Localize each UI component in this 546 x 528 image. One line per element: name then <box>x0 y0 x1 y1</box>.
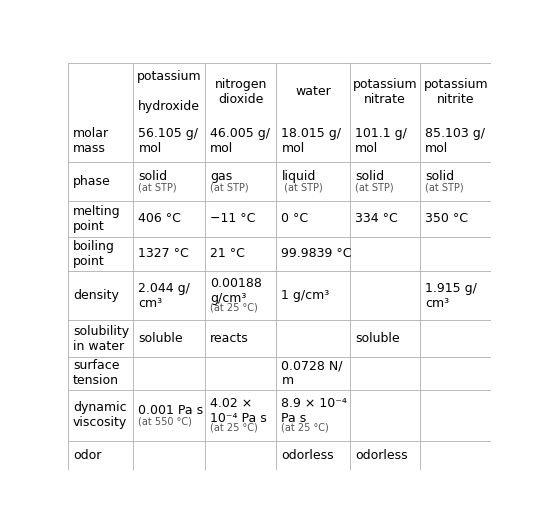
Text: 1.915 g/
cm³: 1.915 g/ cm³ <box>425 281 477 309</box>
Text: 0.001 Pa s: 0.001 Pa s <box>139 404 204 417</box>
Text: 4.02 ×
10⁻⁴ Pa s: 4.02 × 10⁻⁴ Pa s <box>210 397 266 425</box>
Text: 334 °C: 334 °C <box>355 212 398 225</box>
Text: solid: solid <box>355 170 384 183</box>
Text: phase: phase <box>73 175 111 188</box>
Text: 56.105 g/
mol: 56.105 g/ mol <box>139 127 199 155</box>
Text: 1327 °C: 1327 °C <box>139 248 189 260</box>
Text: 18.015 g/
mol: 18.015 g/ mol <box>282 127 341 155</box>
Text: gas: gas <box>210 170 232 183</box>
Text: liquid: liquid <box>282 170 316 183</box>
Text: −11 °C: −11 °C <box>210 212 256 225</box>
Text: solid: solid <box>425 170 454 183</box>
Text: 85.103 g/
mol: 85.103 g/ mol <box>425 127 485 155</box>
Text: (at STP): (at STP) <box>210 182 248 192</box>
Text: (at STP): (at STP) <box>139 182 177 192</box>
Text: melting
point: melting point <box>73 205 121 233</box>
Text: soluble: soluble <box>139 332 183 345</box>
Text: 406 °C: 406 °C <box>139 212 181 225</box>
Text: 46.005 g/
mol: 46.005 g/ mol <box>210 127 270 155</box>
Text: molar
mass: molar mass <box>73 127 109 155</box>
Text: 2.044 g/
cm³: 2.044 g/ cm³ <box>139 281 191 309</box>
Text: 0.00188
g/cm³: 0.00188 g/cm³ <box>210 277 262 305</box>
Text: odorless: odorless <box>355 449 408 462</box>
Text: potassium
nitrate: potassium nitrate <box>353 78 418 106</box>
Text: (at 25 °C): (at 25 °C) <box>210 422 258 432</box>
Text: odor: odor <box>73 449 101 462</box>
Text: potassium

hydroxide: potassium hydroxide <box>137 70 201 113</box>
Text: 21 °C: 21 °C <box>210 248 245 260</box>
Text: odorless: odorless <box>282 449 334 462</box>
Text: (at STP): (at STP) <box>355 182 394 192</box>
Text: 0.0728 N/
m: 0.0728 N/ m <box>282 360 343 388</box>
Text: boiling
point: boiling point <box>73 240 115 268</box>
Text: solubility
in water: solubility in water <box>73 325 129 353</box>
Text: density: density <box>73 289 118 302</box>
Text: (at STP): (at STP) <box>425 182 464 192</box>
Text: 99.9839 °C: 99.9839 °C <box>282 248 352 260</box>
Text: solid: solid <box>139 170 168 183</box>
Text: (at 550 °C): (at 550 °C) <box>139 417 192 427</box>
Text: reacts: reacts <box>210 332 248 345</box>
Text: soluble: soluble <box>355 332 400 345</box>
Text: 101.1 g/
mol: 101.1 g/ mol <box>355 127 407 155</box>
Text: (at 25 °C): (at 25 °C) <box>210 303 258 313</box>
Text: potassium
nitrite: potassium nitrite <box>423 78 488 106</box>
Text: water: water <box>295 85 331 98</box>
Text: 1 g/cm³: 1 g/cm³ <box>282 289 330 302</box>
Text: 8.9 × 10⁻⁴
Pa s: 8.9 × 10⁻⁴ Pa s <box>282 397 347 425</box>
Text: (at STP): (at STP) <box>282 182 323 192</box>
Text: nitrogen
dioxide: nitrogen dioxide <box>215 78 267 106</box>
Text: surface
tension: surface tension <box>73 360 120 388</box>
Text: (at 25 °C): (at 25 °C) <box>282 422 329 432</box>
Text: dynamic
viscosity: dynamic viscosity <box>73 401 127 429</box>
Text: 350 °C: 350 °C <box>425 212 468 225</box>
Text: 0 °C: 0 °C <box>282 212 308 225</box>
